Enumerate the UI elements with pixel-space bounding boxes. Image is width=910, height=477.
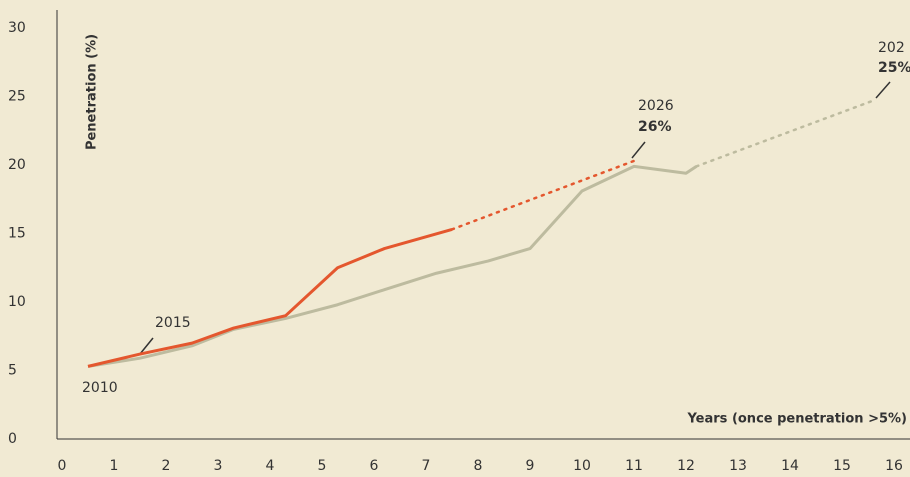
annotation: 26%: [638, 119, 672, 135]
x-tick-label: 10: [573, 458, 591, 474]
x-axis-label: Years (once penetration >5%): [686, 412, 907, 427]
y-tick-label: 5: [8, 363, 17, 379]
y-tick-label: 20: [8, 157, 26, 173]
line: [450, 159, 636, 231]
annotation: 2010: [82, 380, 118, 396]
y-tick-label: 25: [8, 89, 26, 105]
x-tick-label: 12: [677, 458, 695, 474]
x-tick-label: 0: [58, 458, 67, 474]
x-tick-label: 9: [526, 458, 535, 474]
annotation: 2015: [155, 315, 191, 331]
x-tick-label: 13: [729, 458, 747, 474]
line: [87, 227, 453, 368]
leader: [139, 337, 154, 355]
x-tick-label: 8: [474, 458, 483, 474]
x-tick-label: 7: [422, 458, 431, 474]
x-tick-label: 6: [370, 458, 379, 474]
x-tick-label: 1: [110, 458, 119, 474]
x-tick-label: 4: [266, 458, 275, 474]
annotation: 2026: [638, 98, 674, 114]
x-tick-label: 11: [625, 458, 643, 474]
y-axis-label: Penetration (%): [85, 34, 100, 150]
y-tick-label: 30: [8, 20, 26, 36]
leader: [631, 141, 646, 159]
x-tick-label: 2: [162, 458, 171, 474]
x-tick-label: 3: [214, 458, 223, 474]
leader: [875, 81, 891, 99]
annotation: 202: [878, 40, 905, 56]
x-tick-label: 16: [885, 458, 903, 474]
annotation: 25%: [878, 60, 910, 76]
y-tick-label: 0: [8, 431, 17, 447]
line: [695, 99, 875, 168]
y-tick-label: 15: [8, 226, 26, 242]
y-tick-label: 10: [8, 294, 26, 310]
x-tick-label: 15: [833, 458, 851, 474]
line: [87, 164, 698, 368]
x-tick-label: 14: [781, 458, 799, 474]
x-tick-label: 5: [318, 458, 327, 474]
